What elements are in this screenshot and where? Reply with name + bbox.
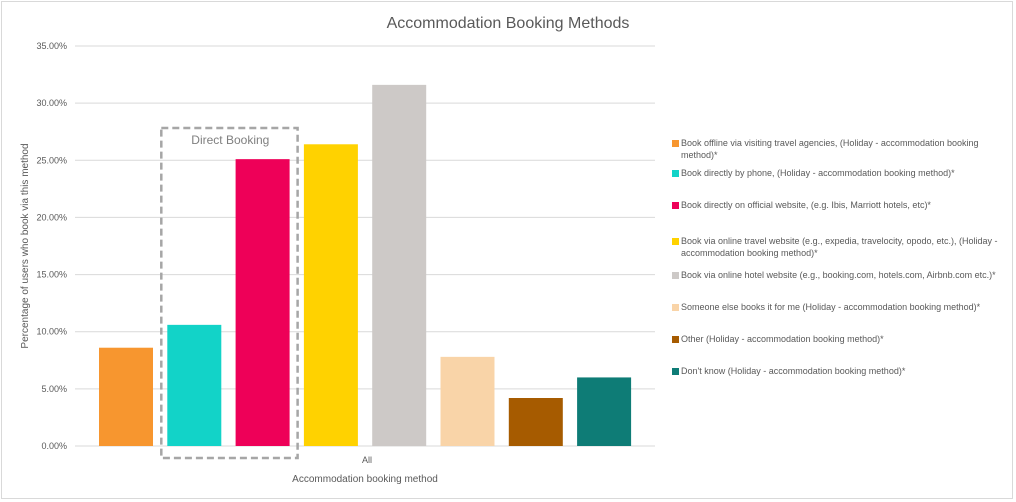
y-axis-title: Percentage of users who book via this me… — [20, 143, 31, 348]
legend-entry: Book directly on official website, (e.g.… — [681, 200, 931, 210]
legend-line: Other (Holiday - accommodation booking m… — [681, 334, 884, 344]
bar — [440, 356, 495, 446]
y-tick-label: 10.00% — [36, 327, 67, 337]
legend-swatch — [672, 304, 679, 311]
y-tick-label: 5.00% — [41, 384, 67, 394]
legend-swatch — [672, 202, 679, 209]
bar — [303, 144, 358, 447]
legend-swatch — [672, 272, 679, 279]
direct-booking-annotation: Direct Booking — [160, 126, 299, 460]
y-tick-label: 25.00% — [36, 155, 67, 165]
y-tick-label: 20.00% — [36, 212, 67, 222]
direct-booking-box — [160, 126, 299, 460]
bar — [577, 377, 632, 446]
bar — [372, 84, 427, 446]
legend-line: method)* — [681, 150, 718, 160]
legend-entry: Don't know (Holiday - accommodation book… — [681, 366, 906, 376]
bar — [235, 159, 290, 446]
legend: Book offline via visiting travel agencie… — [672, 138, 998, 376]
legend-swatch — [672, 170, 679, 177]
legend-line: Book directly by phone, (Holiday - accom… — [681, 168, 955, 178]
chart-title: Accommodation Booking Methods — [387, 15, 630, 32]
legend-line: accommodation booking method)* — [681, 248, 818, 258]
legend-swatch — [672, 238, 679, 245]
y-axis-ticks: 0.00% 5.00% 10.00% 15.00% 20.00% 25.00% 30.00%… — [36, 41, 67, 451]
legend-entry: Other (Holiday - accommodation booking m… — [681, 334, 884, 344]
y-tick-label: 0.00% — [41, 441, 67, 451]
legend-line: Book via online hotel website (e.g., boo… — [681, 270, 996, 280]
legend-line: Book directly on official website, (e.g.… — [681, 200, 931, 210]
legend-line: Don't know (Holiday - accommodation book… — [681, 366, 906, 376]
bar — [508, 398, 563, 446]
x-axis-title: Accommodation booking method — [292, 474, 438, 485]
y-tick-label: 35.00% — [36, 41, 67, 51]
legend-entry: Book offline via visiting travel agencie… — [681, 138, 979, 160]
legend-entry: Someone else books it for me (Holiday - … — [681, 302, 981, 312]
bars — [99, 84, 632, 447]
y-tick-label: 30.00% — [36, 98, 67, 108]
legend-swatch — [672, 368, 679, 375]
legend-swatch — [672, 336, 679, 343]
legend-line: Someone else books it for me (Holiday - … — [681, 302, 981, 312]
legend-swatch — [672, 140, 679, 147]
legend-entry: Book directly by phone, (Holiday - accom… — [681, 168, 955, 178]
bar — [167, 324, 222, 446]
y-tick-label: 15.00% — [36, 270, 67, 280]
x-category-label: All — [362, 455, 372, 465]
legend-line: Book offline via visiting travel agencie… — [681, 138, 979, 148]
bar — [99, 347, 153, 446]
legend-entry: Book via online travel website (e.g., ex… — [681, 236, 998, 258]
direct-booking-label: Direct Booking — [191, 133, 269, 147]
legend-line: Book via online travel website (e.g., ex… — [681, 236, 998, 246]
legend-entry: Book via online hotel website (e.g., boo… — [681, 270, 996, 280]
